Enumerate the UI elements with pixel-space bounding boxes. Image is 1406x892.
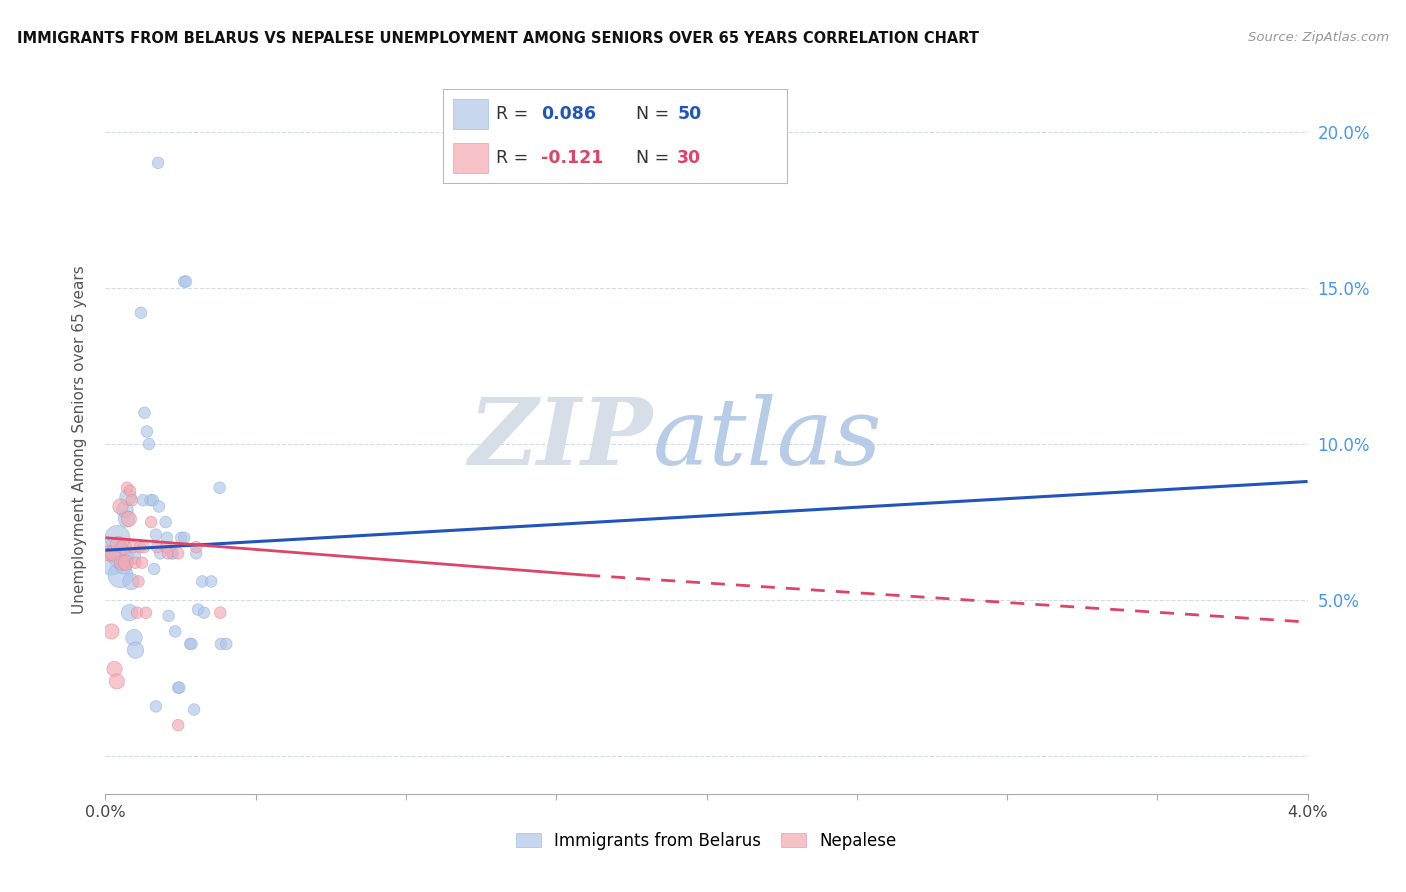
- Point: [209, 606, 232, 620]
- Point: [160, 546, 183, 560]
- Point: [145, 699, 167, 714]
- Point: [117, 490, 139, 504]
- Point: [167, 718, 190, 732]
- Text: IMMIGRANTS FROM BELARUS VS NEPALESE UNEMPLOYMENT AMONG SENIORS OVER 65 YEARS COR: IMMIGRANTS FROM BELARUS VS NEPALESE UNEM…: [17, 31, 979, 46]
- Text: Source: ZipAtlas.com: Source: ZipAtlas.com: [1249, 31, 1389, 45]
- Point: [118, 606, 141, 620]
- Point: [115, 481, 138, 495]
- Point: [103, 543, 125, 558]
- Point: [112, 540, 135, 554]
- Point: [115, 556, 138, 570]
- Point: [128, 574, 150, 589]
- Point: [124, 556, 146, 570]
- Point: [138, 437, 160, 451]
- Point: [122, 540, 145, 554]
- Point: [110, 549, 132, 564]
- Point: [120, 483, 142, 498]
- Point: [155, 515, 177, 529]
- Point: [100, 556, 122, 570]
- Point: [139, 493, 162, 508]
- Point: [132, 493, 155, 508]
- Point: [186, 540, 208, 554]
- Point: [173, 531, 195, 545]
- Point: [131, 556, 153, 570]
- Point: [215, 637, 238, 651]
- Point: [209, 637, 232, 651]
- Point: [169, 681, 191, 695]
- Text: ZIP: ZIP: [468, 394, 652, 484]
- Point: [129, 540, 152, 554]
- Point: [179, 637, 201, 651]
- Point: [97, 546, 120, 560]
- Point: [167, 546, 190, 560]
- Point: [135, 606, 157, 620]
- Legend: Immigrants from Belarus, Nepalese: Immigrants from Belarus, Nepalese: [509, 825, 904, 856]
- Bar: [453, 143, 488, 173]
- Point: [155, 540, 177, 554]
- Text: N =: N =: [636, 149, 675, 167]
- Point: [129, 306, 152, 320]
- Text: R =: R =: [496, 149, 534, 167]
- Point: [120, 574, 142, 589]
- Point: [186, 546, 208, 560]
- Point: [118, 512, 141, 526]
- Point: [112, 558, 135, 573]
- Point: [142, 493, 165, 508]
- Point: [110, 568, 132, 582]
- Point: [187, 602, 209, 616]
- Point: [146, 540, 169, 554]
- Point: [135, 425, 157, 439]
- Point: [111, 556, 134, 570]
- Point: [162, 546, 184, 560]
- Point: [157, 608, 180, 623]
- Point: [208, 481, 231, 495]
- Point: [183, 702, 205, 716]
- Point: [180, 637, 202, 651]
- Point: [143, 562, 166, 576]
- Y-axis label: Unemployment Among Seniors over 65 years: Unemployment Among Seniors over 65 years: [72, 265, 87, 614]
- Point: [114, 502, 136, 516]
- Text: 30: 30: [678, 149, 702, 167]
- Point: [145, 527, 167, 541]
- Point: [100, 624, 122, 639]
- Text: R =: R =: [496, 105, 534, 123]
- Text: -0.121: -0.121: [541, 149, 603, 167]
- Point: [156, 531, 179, 545]
- Text: N =: N =: [636, 105, 675, 123]
- Point: [174, 275, 197, 289]
- Point: [121, 493, 143, 508]
- Point: [125, 606, 148, 620]
- Point: [110, 500, 132, 514]
- Point: [107, 531, 129, 545]
- Bar: [453, 98, 488, 129]
- Point: [193, 606, 215, 620]
- Point: [156, 546, 179, 560]
- Point: [165, 624, 187, 639]
- Point: [124, 643, 146, 657]
- Point: [101, 546, 124, 560]
- Point: [122, 631, 145, 645]
- Text: 0.086: 0.086: [541, 105, 596, 123]
- Point: [173, 275, 195, 289]
- Point: [134, 406, 156, 420]
- Point: [115, 512, 138, 526]
- Point: [107, 537, 129, 551]
- Point: [105, 674, 128, 689]
- Point: [191, 574, 214, 589]
- Point: [121, 549, 143, 564]
- Point: [200, 574, 222, 589]
- Text: atlas: atlas: [652, 394, 882, 484]
- Point: [103, 662, 125, 676]
- Point: [139, 515, 162, 529]
- Point: [146, 156, 169, 170]
- Point: [167, 681, 190, 695]
- Text: 50: 50: [678, 105, 702, 123]
- Point: [132, 540, 155, 554]
- Point: [170, 531, 193, 545]
- Point: [148, 500, 170, 514]
- Point: [149, 546, 172, 560]
